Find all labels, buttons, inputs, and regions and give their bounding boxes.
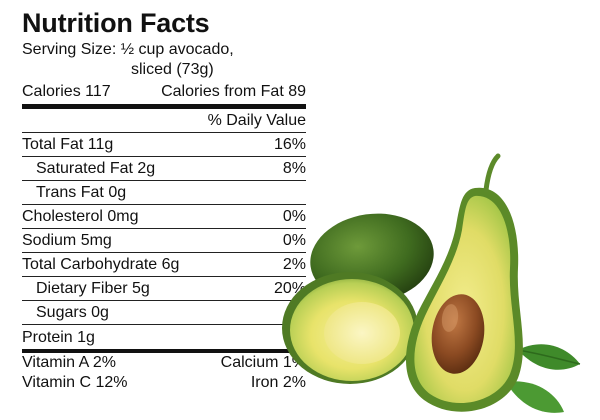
avocado-image xyxy=(282,153,581,413)
serving-size: Serving Size: ½ cup avocado, sliced (73g… xyxy=(22,40,306,80)
calories-from-fat: Calories from Fat 89 xyxy=(161,83,306,100)
nutrient-name: Cholesterol 0mg xyxy=(22,208,139,225)
nutrient-name: Trans Fat 0g xyxy=(36,184,127,201)
nutrient-name: Total Carbohydrate 6g xyxy=(22,256,180,273)
vitamin-row: Vitamin C 12% Iron 2% xyxy=(22,373,306,393)
daily-value-header-label: % Daily Value xyxy=(207,112,306,129)
label-title: Nutrition Facts xyxy=(22,8,210,38)
nutrient-name: Protein 1g xyxy=(22,329,95,346)
calories: Calories 117 xyxy=(22,83,111,100)
nutrient-dv: 8% xyxy=(282,160,306,177)
vitamin-row: Vitamin A 2% Calcium 1% xyxy=(22,353,306,373)
serving-size-line2: sliced (73g) xyxy=(131,61,214,78)
nutrient-row: Total Carbohydrate 6g 2% xyxy=(22,253,306,277)
nutrient-name: Sodium 5mg xyxy=(22,232,112,249)
nutrient-row: Dietary Fiber 5g 20% xyxy=(22,277,306,301)
nutrient-row: Saturated Fat 2g 8% xyxy=(22,157,306,181)
nutrient-name: Dietary Fiber 5g xyxy=(36,280,150,297)
calories-row: Calories 117 Calories from Fat 89 xyxy=(22,82,306,102)
nutrient-row: Total Fat 11g 16% xyxy=(22,133,306,157)
nutrient-row: Trans Fat 0g xyxy=(22,181,306,205)
nutrient-dv: 0% xyxy=(282,232,306,249)
medium-divider xyxy=(22,349,306,353)
nutrient-name: Sugars 0g xyxy=(36,304,109,321)
nutrient-row: Cholesterol 0mg 0% xyxy=(22,205,306,229)
vitamin-left: Vitamin A 2% xyxy=(22,354,116,371)
nutrient-dv: 2% xyxy=(282,256,306,273)
nutrient-name: Saturated Fat 2g xyxy=(36,160,156,177)
nutrient-dv: 0% xyxy=(282,208,306,225)
serving-size-line1: Serving Size: ½ cup avocado, xyxy=(22,41,234,58)
avocado-stem xyxy=(483,153,501,193)
nutrient-row: Protein 1g xyxy=(22,325,306,349)
vitamin-left: Vitamin C 12% xyxy=(22,374,128,391)
nutrition-label: Nutrition Facts Serving Size: ½ cup avoc… xyxy=(22,6,306,393)
nutrient-row: Sodium 5mg 0% xyxy=(22,229,306,253)
leaf-shape xyxy=(506,381,564,413)
thick-divider xyxy=(22,104,306,109)
vitamin-right: Iron 2% xyxy=(250,374,306,391)
daily-value-header: % Daily Value xyxy=(22,109,306,133)
vitamin-right: Calcium 1% xyxy=(220,354,306,371)
nutrient-row: Sugars 0g xyxy=(22,301,306,325)
nutrient-name: Total Fat 11g xyxy=(22,136,114,153)
nutrient-dv: 16% xyxy=(273,136,306,153)
left-avocado-hollow xyxy=(324,302,400,364)
